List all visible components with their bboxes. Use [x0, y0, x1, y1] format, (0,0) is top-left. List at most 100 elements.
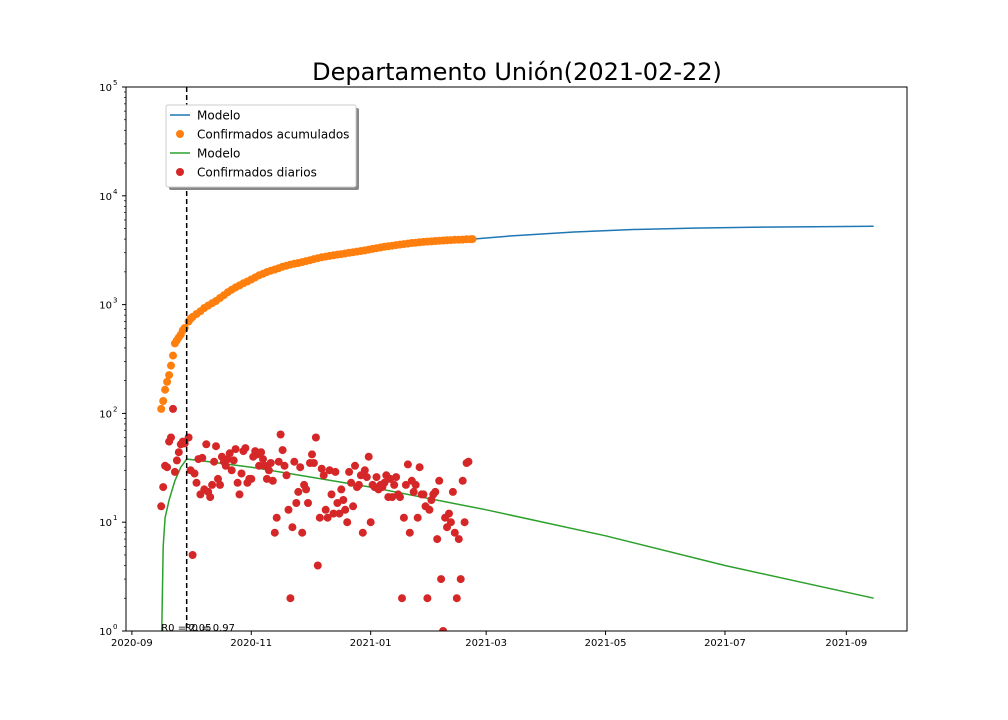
data-point: [257, 448, 266, 457]
legend-entry-label: Confirmados acumulados: [197, 128, 349, 142]
data-point: [431, 487, 440, 496]
data-point: [390, 480, 399, 489]
data-point: [311, 433, 320, 442]
data-point: [337, 485, 346, 494]
data-point: [403, 460, 412, 469]
plot-area: [125, 86, 908, 632]
data-point: [445, 509, 453, 518]
series-line-1: [161, 458, 874, 631]
data-point: [341, 505, 350, 514]
data-point: [398, 594, 406, 603]
data-point: [167, 433, 175, 442]
data-point: [323, 513, 332, 522]
data-point: [280, 461, 289, 470]
y-tick-label: 10: [99, 409, 112, 420]
data-point: [419, 490, 428, 499]
data-point: [364, 452, 373, 461]
data-point: [423, 594, 432, 603]
data-point: [298, 528, 307, 537]
data-point: [425, 505, 434, 514]
data-point: [454, 535, 463, 544]
data-point: [405, 528, 414, 537]
data-point: [272, 513, 281, 522]
data-point: [247, 474, 256, 483]
data-point: [456, 575, 465, 584]
data-point: [169, 351, 177, 360]
y-tick-exponent: 2: [113, 405, 117, 413]
data-point: [464, 457, 473, 466]
plot-frame: [125, 86, 908, 632]
data-point: [343, 518, 352, 527]
data-point: [184, 433, 193, 442]
data-point: [216, 480, 224, 489]
data-point: [161, 385, 170, 394]
data-point: [167, 361, 175, 370]
data-point: [392, 473, 401, 482]
data-point: [227, 466, 236, 475]
data-point: [237, 469, 246, 478]
data-point: [241, 444, 250, 453]
legend: Modelo Confirmados acumulados Modelo Confir…: [165, 104, 359, 190]
legend-marker-swatch: [176, 130, 184, 138]
data-point: [292, 499, 301, 507]
series-line-0: [472, 225, 874, 240]
data-point: [446, 518, 455, 527]
y-tick-exponent: 0: [113, 623, 117, 631]
data-point: [206, 493, 215, 502]
data-point: [313, 561, 322, 570]
data-point: [188, 551, 197, 559]
series-markers-2: [157, 235, 477, 413]
data-point: [331, 467, 340, 476]
data-point: [266, 459, 275, 467]
data-point: [460, 518, 469, 527]
annotation-label: R0 = 0.97: [185, 623, 235, 634]
data-point: [290, 457, 299, 466]
legend-entry-label: Confirmados diarios: [197, 166, 317, 180]
data-point: [309, 459, 318, 467]
data-point: [169, 404, 177, 413]
data-point: [317, 464, 326, 473]
data-point: [302, 485, 311, 494]
data-point: [159, 397, 168, 405]
data-point: [208, 480, 217, 489]
data-point: [349, 502, 358, 511]
data-point: [411, 480, 420, 489]
data-point: [435, 476, 444, 485]
series-markers-3: [157, 404, 473, 631]
data-point: [319, 471, 328, 480]
data-point: [415, 463, 424, 472]
annotation-label: R0 = 2.05: [161, 623, 211, 634]
data-point: [264, 466, 273, 475]
x-tick-label: 2020-09: [111, 638, 153, 649]
data-point: [327, 490, 336, 499]
x-tick-label: 2021-09: [825, 638, 867, 649]
data-point: [452, 594, 461, 603]
data-point: [282, 471, 291, 480]
data-point: [321, 505, 330, 514]
y-tick-exponent: 3: [113, 297, 117, 305]
data-point: [360, 466, 369, 475]
y-tick-label: 10: [99, 301, 112, 312]
data-point: [366, 518, 375, 527]
data-point: [165, 371, 174, 380]
legend-box: [165, 104, 357, 188]
data-point: [210, 457, 219, 466]
data-point: [347, 478, 356, 487]
data-point: [433, 535, 442, 544]
legend-marker-swatch: [176, 168, 184, 176]
data-point: [157, 404, 166, 413]
y-tick-exponent: 4: [113, 188, 118, 196]
data-point: [409, 487, 418, 496]
data-point: [274, 457, 283, 466]
data-point: [221, 461, 230, 470]
x-tick-label: 2021-01: [350, 638, 392, 649]
data-point: [231, 445, 240, 454]
data-point: [399, 513, 408, 522]
data-point: [401, 480, 410, 489]
data-point: [190, 469, 199, 478]
data-point: [233, 478, 242, 487]
data-point: [396, 493, 404, 502]
x-tick-label: 2021-07: [704, 638, 746, 649]
